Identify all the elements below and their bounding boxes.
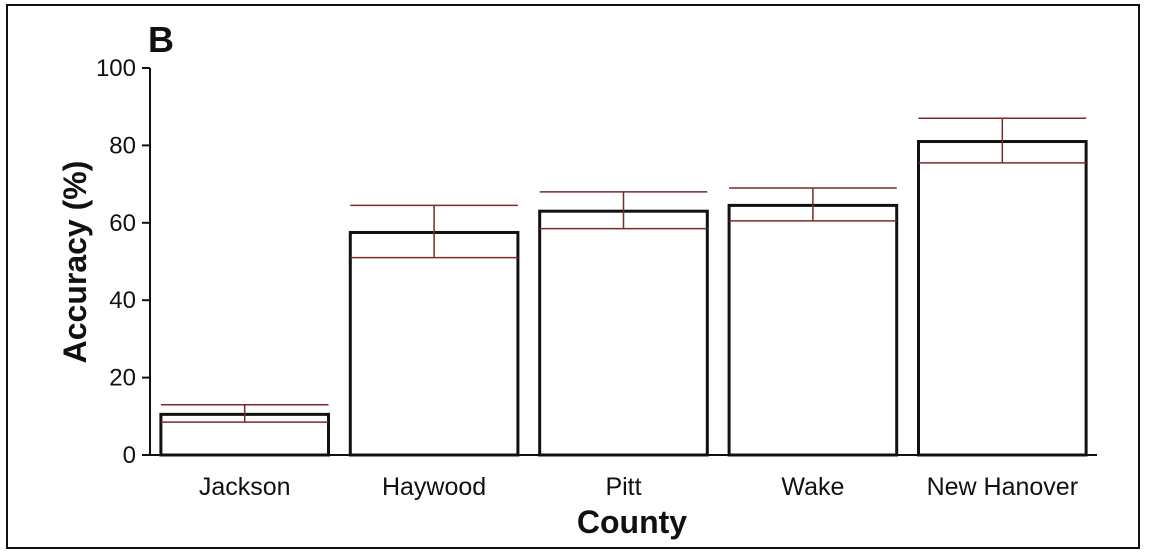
y-axis-title: Accuracy (%): [57, 161, 93, 364]
error-bars-group: [160, 117, 1087, 423]
x-tick-label: Jackson: [199, 473, 291, 501]
x-axis-title: County: [577, 504, 687, 540]
x-tick-label: New Hanover: [927, 473, 1078, 501]
y-tick-label: 100: [96, 55, 136, 82]
x-tick-label: Wake: [781, 473, 844, 501]
bar-haywood: [348, 230, 520, 457]
x-tick-label: Haywood: [382, 473, 486, 501]
bar-wake: [727, 203, 899, 457]
y-tick-label: 20: [109, 365, 136, 392]
bars-group: [159, 140, 1088, 457]
bar-pitt: [538, 209, 709, 457]
y-tick-label: 80: [109, 132, 136, 159]
bar-new-hanover: [916, 140, 1088, 457]
y-tick-label: 40: [109, 287, 136, 314]
category-labels: Jackson Haywood Pitt Wake New Hanover: [199, 473, 1078, 501]
panel-label: B: [148, 19, 174, 60]
x-tick-label: Pitt: [605, 473, 641, 501]
y-tick-label: 0: [123, 442, 136, 469]
y-axis: 0 20 40 60 80 100: [96, 55, 151, 469]
y-tick-label: 60: [109, 210, 136, 237]
